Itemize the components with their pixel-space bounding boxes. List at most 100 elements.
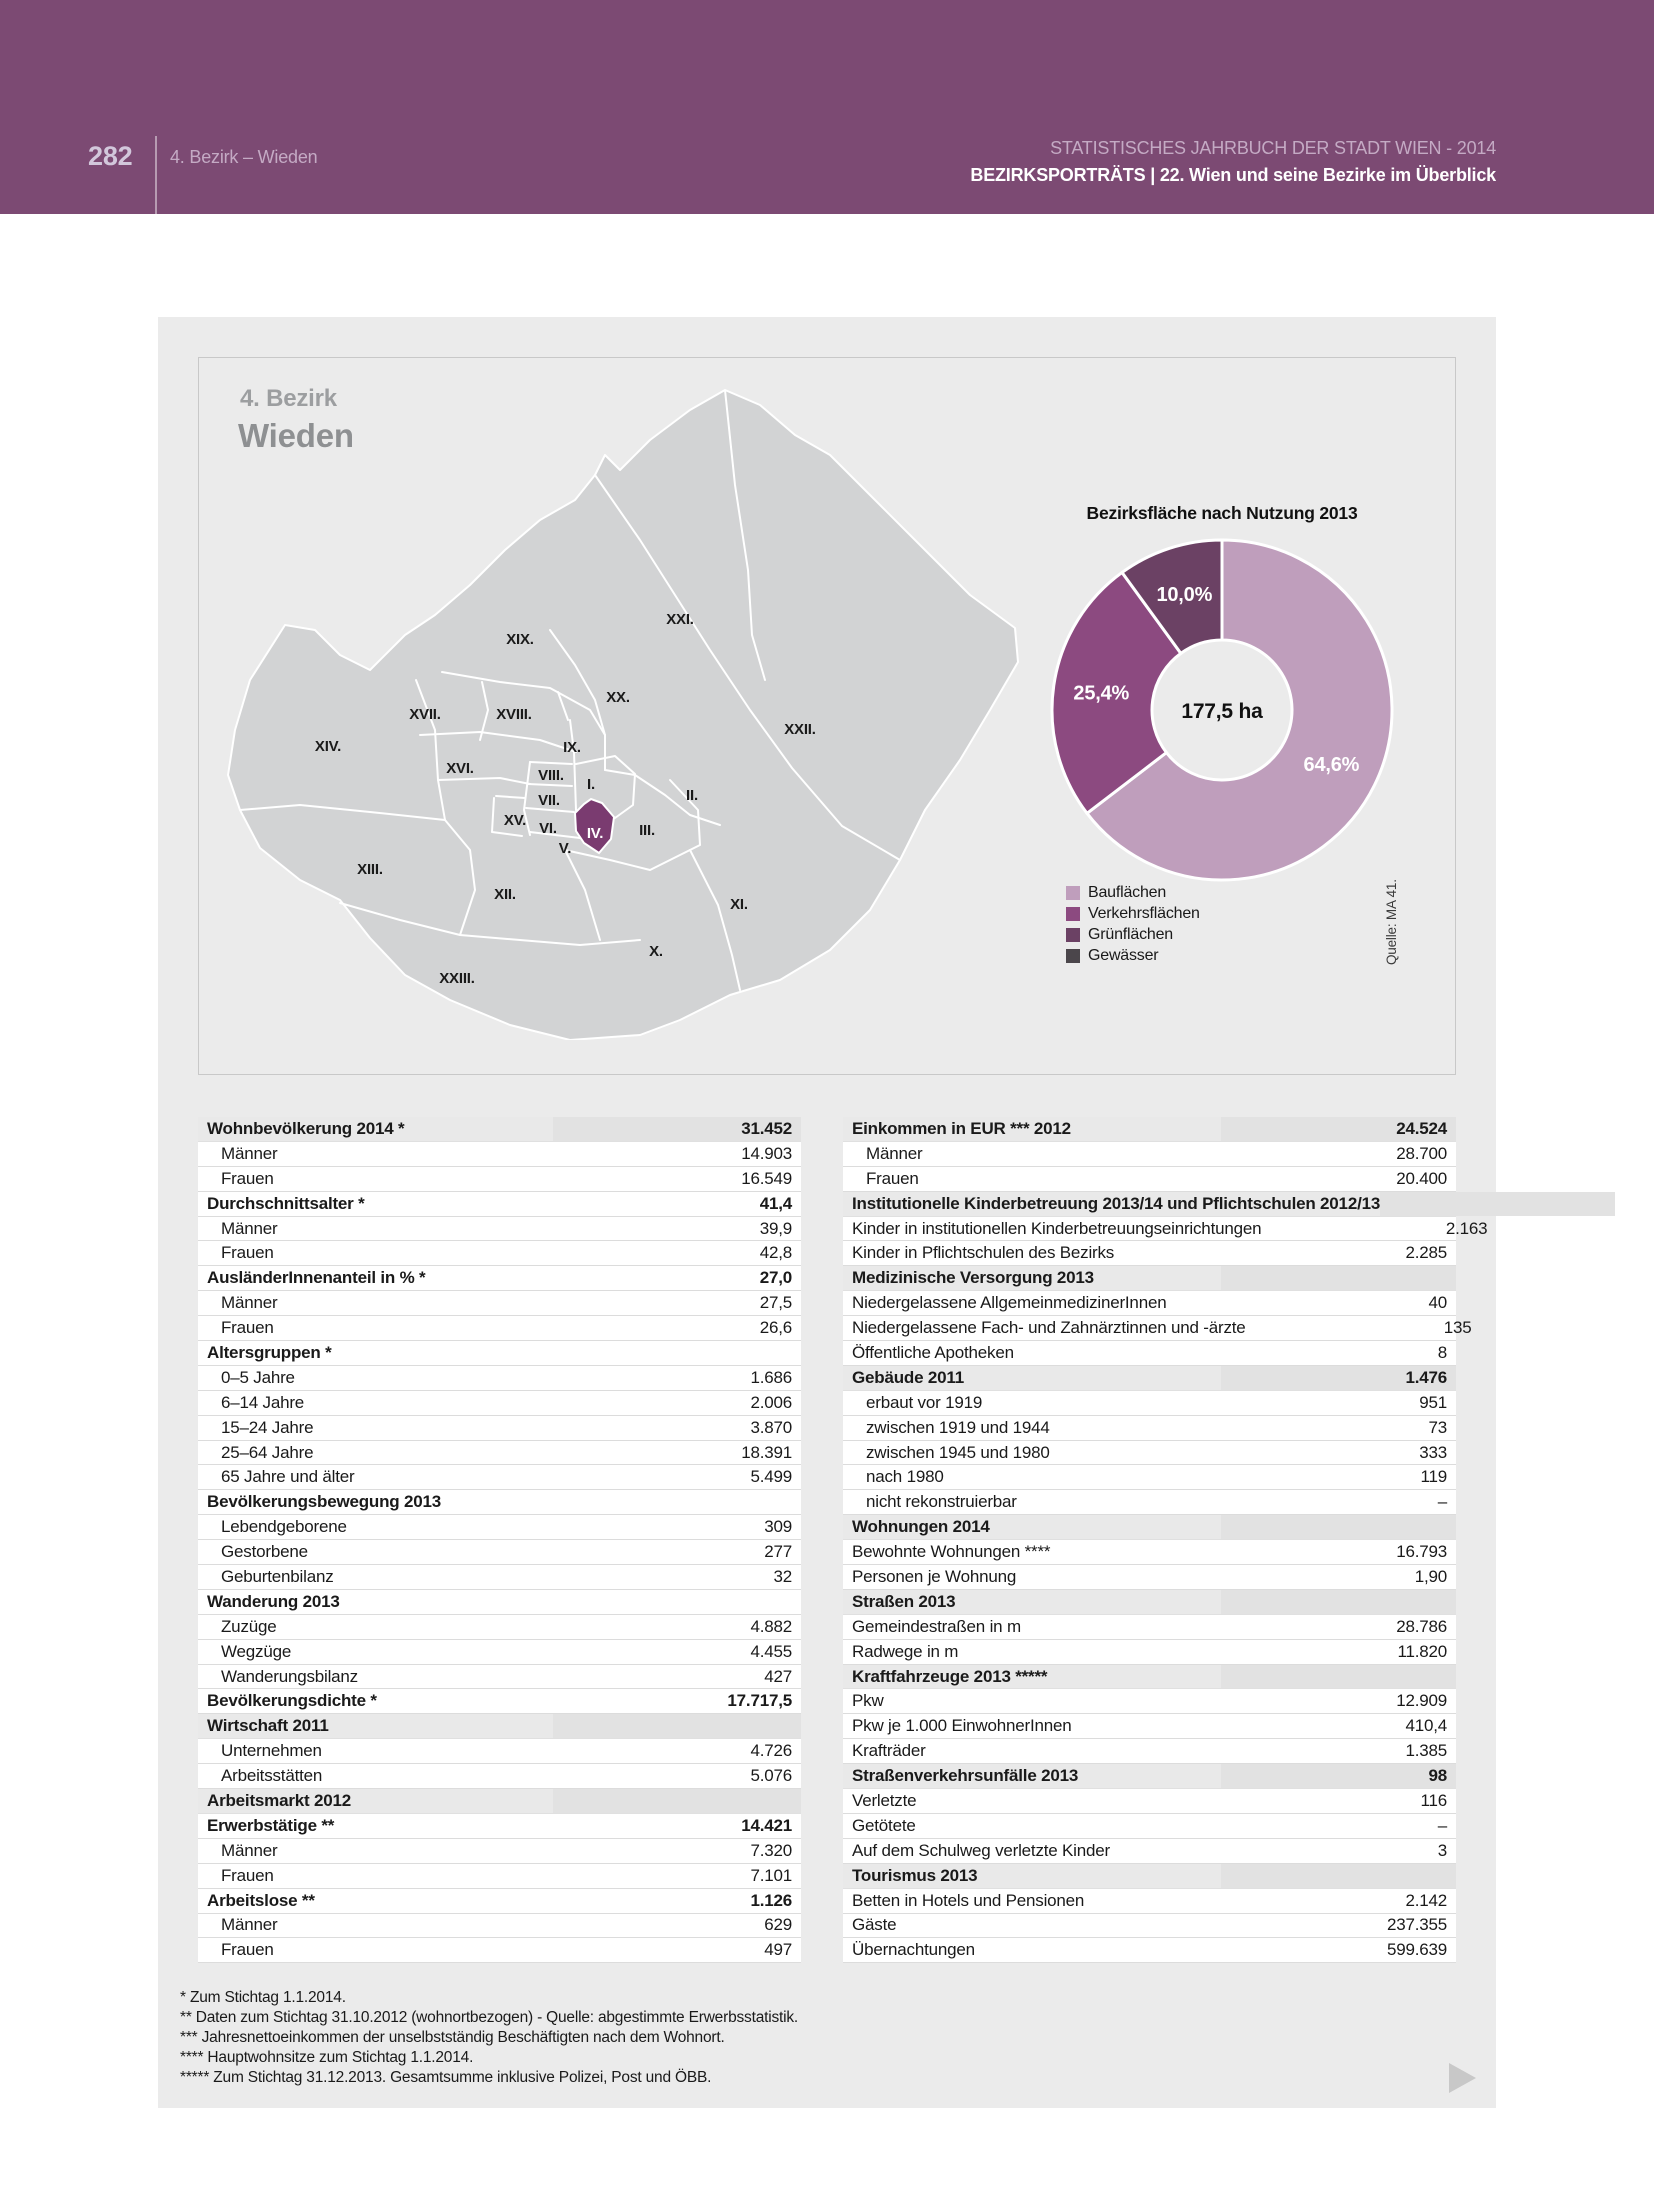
legend-label: Gewässer [1088, 946, 1159, 964]
row-value: 951 [1419, 1392, 1447, 1412]
row-label: Radwege in m [852, 1641, 959, 1661]
row-label: 6–14 Jahre [221, 1392, 305, 1412]
table-row: Niedergelassene Fach- und Zahnärztinnen … [843, 1316, 1472, 1342]
legend-label: Bauflächen [1088, 883, 1167, 901]
table-row: Bevölkerungsdichte * 17.717,5 [198, 1689, 801, 1715]
next-page-arrow[interactable] [1449, 2063, 1476, 2093]
footnote-line: ** Daten zum Stichtag 31.10.2012 (wohnor… [180, 2009, 799, 2026]
table-row: Unternehmen 4.726 [198, 1739, 801, 1765]
row-label: Gäste [852, 1915, 897, 1935]
row-label: 65 Jahre und älter [221, 1467, 355, 1487]
district-label: XIX. [506, 631, 534, 648]
table-row: Männer 28.700 [843, 1141, 1456, 1167]
row-label: Straßenverkehrsunfälle 2013 [852, 1766, 1079, 1786]
table-row: Männer 14.903 [198, 1141, 801, 1167]
highlighted-district-iv [573, 797, 616, 855]
row-label: AusländerInnenanteil in % * [207, 1268, 426, 1288]
row-label: Wanderung 2013 [207, 1591, 340, 1611]
table-row: erbaut vor 1919 951 [843, 1390, 1456, 1416]
row-value: 16.793 [1396, 1542, 1447, 1562]
table-row: Gestorbene 277 [198, 1540, 801, 1566]
chapter-title: BEZIRKSPORTRÄTS | 22. Wien und seine Bez… [970, 165, 1496, 185]
row-label: 25–64 Jahre [221, 1442, 314, 1462]
row-label: Männer [221, 1218, 278, 1238]
row-value: 31.452 [553, 1117, 801, 1141]
row-label: Getötete [852, 1815, 916, 1835]
table-row: 6–14 Jahre 2.006 [198, 1390, 801, 1416]
row-label: 15–24 Jahre [221, 1417, 314, 1437]
row-value [553, 1490, 801, 1514]
row-value: 8 [1437, 1342, 1447, 1362]
legend-item: Grünflächen [1066, 924, 1200, 945]
table-row: Einkommen in EUR *** 2012 24.524 [843, 1117, 1456, 1142]
footnote-line: * Zum Stichtag 1.1.2014. [180, 1989, 346, 2006]
row-value: 135 [1443, 1318, 1472, 1338]
row-label: Frauen [221, 1168, 274, 1188]
page-title: Wieden [238, 417, 354, 454]
row-label: Niedergelassene Fach- und Zahnärztinnen … [852, 1318, 1246, 1338]
district-label: XVI. [446, 760, 474, 777]
table-row: 15–24 Jahre 3.870 [198, 1415, 801, 1441]
row-label: Frauen [221, 1243, 274, 1263]
row-label: Wanderungsbilanz [221, 1666, 358, 1686]
row-label: Frauen [221, 1318, 274, 1338]
row-label: Bevölkerungsbewegung 2013 [207, 1492, 442, 1512]
footnotes: * Zum Stichtag 1.1.2014. ** Daten zum Sti… [180, 1988, 798, 2088]
table-row: Frauen 26,6 [198, 1316, 801, 1342]
row-value: 3 [1437, 1840, 1447, 1860]
row-value: 7.101 [750, 1865, 792, 1885]
table-row: Frauen 497 [198, 1938, 801, 1964]
row-label: Frauen [866, 1168, 919, 1188]
row-value [1221, 1589, 1456, 1614]
table-row: Gebäude 2011 1.476 [843, 1365, 1456, 1391]
table-row: Institutionelle Kinderbetreuung 2013/14 … [843, 1191, 1616, 1217]
district-label: VIII. [538, 767, 564, 784]
table-row: 25–64 Jahre 18.391 [198, 1440, 801, 1466]
row-value: 4.455 [750, 1641, 792, 1661]
row-label: Bewohnte Wohnungen **** [852, 1542, 1051, 1562]
row-value: 4.882 [750, 1616, 792, 1636]
table-row: Bevölkerungsbewegung 2013 [198, 1490, 801, 1516]
row-value: 2.163 [1445, 1218, 1488, 1238]
footnote-line: ***** Zum Stichtag 31.12.2013. Gesamtsum… [180, 2069, 712, 2086]
row-value: 5.076 [750, 1766, 792, 1786]
row-value: 16.549 [741, 1168, 792, 1188]
row-label: Kraftfahrzeuge 2013 ***** [852, 1666, 1048, 1686]
row-label: Kinder in institutionellen Kinderbetreuu… [852, 1218, 1262, 1238]
table-row: Wanderungsbilanz 427 [198, 1664, 801, 1690]
table-row: Öffentliche Apotheken 8 [843, 1341, 1456, 1366]
legend-item: Gewässer [1066, 945, 1200, 966]
row-value [553, 1590, 801, 1614]
table-row: Männer 39,9 [198, 1216, 801, 1242]
row-value: 98 [1221, 1764, 1456, 1789]
row-value: 26,6 [759, 1318, 792, 1338]
row-label: Wohnbevölkerung 2014 * [207, 1118, 405, 1138]
row-label: Tourismus 2013 [852, 1865, 978, 1885]
row-label: Einkommen in EUR *** 2012 [852, 1118, 1071, 1138]
table-row: Frauen 42,8 [198, 1241, 801, 1267]
stats-table-right: Einkommen in EUR *** 2012 24.524 Männer 28.… [843, 1117, 1616, 1964]
row-label: Gestorbene [221, 1542, 308, 1562]
table-row: Personen je Wohnung 1,90 [843, 1565, 1456, 1590]
table-row: zwischen 1945 und 1980 333 [843, 1440, 1456, 1466]
row-label: Wohnungen 2014 [852, 1517, 990, 1537]
district-label: VII. [538, 792, 560, 809]
row-label: Personen je Wohnung [852, 1566, 1017, 1586]
table-row: nach 1980 119 [843, 1465, 1456, 1491]
table-row: Geburtenbilanz 32 [198, 1565, 801, 1590]
row-value [553, 1341, 801, 1365]
row-value: 427 [764, 1666, 792, 1686]
district-label: XV. [504, 812, 526, 829]
row-value: 237.355 [1386, 1915, 1447, 1935]
legend-label: Verkehrsflächen [1088, 904, 1200, 922]
row-label: erbaut vor 1919 [866, 1392, 983, 1412]
row-label: 0–5 Jahre [221, 1367, 295, 1387]
legend-item: Bauflächen [1066, 882, 1200, 903]
row-label: Medizinische Versorgung 2013 [852, 1268, 1094, 1288]
row-label: Betten in Hotels und Pensionen [852, 1890, 1085, 1910]
table-row: Übernachtungen 599.639 [843, 1938, 1456, 1964]
row-value: 629 [764, 1915, 792, 1935]
district-label: X. [649, 943, 663, 960]
district-label: III. [639, 822, 655, 839]
